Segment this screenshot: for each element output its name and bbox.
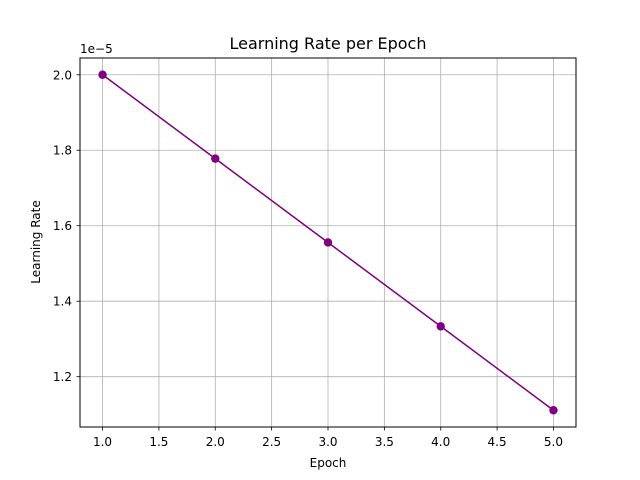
- y-tick-label: 2.0: [53, 68, 72, 82]
- chart-title: Learning Rate per Epoch: [230, 34, 427, 53]
- x-axis: 1.0 1.5 2.0 2.5 3.0 3.5 4.0 4.5 5.0: [93, 427, 563, 449]
- series-layer: [98, 70, 558, 415]
- x-tick-label: 3.5: [375, 435, 394, 449]
- x-tick-label: 5.0: [544, 435, 563, 449]
- y-tick-label: 1.2: [53, 370, 72, 384]
- x-tick-label: 1.0: [93, 435, 112, 449]
- data-point: [549, 406, 558, 415]
- y-tick-label: 1.6: [53, 219, 72, 233]
- data-point: [436, 322, 445, 331]
- y-axis: 1.2 1.4 1.6 1.8 2.0: [53, 68, 80, 384]
- x-tick-label: 4.5: [488, 435, 507, 449]
- data-point: [323, 238, 333, 247]
- y-tick-label: 1.8: [53, 144, 72, 158]
- x-tick-label: 1.5: [149, 435, 168, 449]
- x-axis-label: Epoch: [310, 456, 347, 470]
- x-tick-label: 2.5: [262, 435, 281, 449]
- data-point: [211, 154, 220, 163]
- data-point: [98, 70, 107, 79]
- y-tick-label: 1.4: [53, 295, 72, 309]
- x-tick-label: 2.0: [206, 435, 225, 449]
- x-tick-label: 3.0: [318, 435, 337, 449]
- x-tick-label: 4.0: [431, 435, 450, 449]
- y-axis-label: Learning Rate: [29, 200, 43, 283]
- y-offset-label: 1e−5: [80, 42, 113, 56]
